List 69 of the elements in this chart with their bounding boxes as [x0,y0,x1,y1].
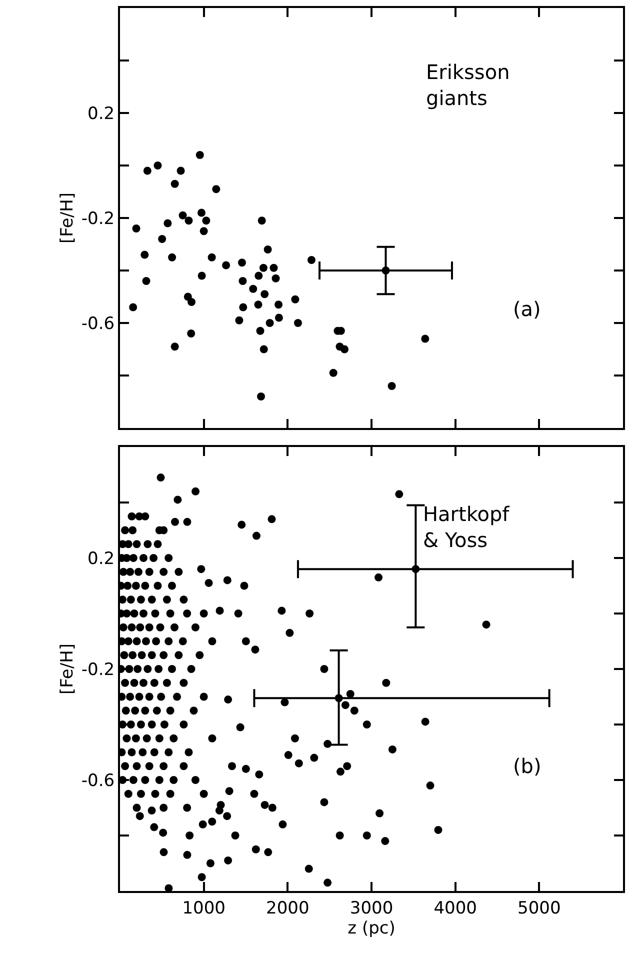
point [158,235,166,243]
point [176,166,185,175]
point [170,342,179,351]
y-tick-label: 0.2 [88,548,115,569]
point [274,300,283,309]
point [170,180,179,188]
x-tick-label: 1000 [182,898,226,918]
y-tick-label: -0.6 [81,770,115,791]
x-tick-label: 2000 [266,898,310,918]
x-axis-title: z (pc) [348,918,396,938]
point [154,162,162,170]
point [254,272,263,280]
point [184,216,193,225]
annotation: Hartkopf & Yoss [423,502,510,552]
x-tick-label: 3000 [350,898,394,918]
point [196,151,204,159]
annotation: Eriksson giants [426,60,510,110]
point [239,303,248,312]
y-tick-label: 0.2 [88,104,115,124]
point [249,284,258,293]
point [340,345,349,354]
point [260,290,269,298]
point [202,216,210,225]
point [222,261,230,270]
point [382,266,390,274]
point [132,224,140,232]
point [143,166,152,175]
point [178,211,187,220]
point [140,250,149,259]
point [388,382,396,390]
y-axis-title: [Fe/H] [57,643,78,695]
y-axis-title: [Fe/H] [57,192,78,244]
point [164,219,172,228]
y-tick-label: -0.2 [81,208,115,229]
point [208,253,216,262]
point [187,330,196,338]
point [294,319,302,327]
point [259,264,268,272]
x-tick-label: 5000 [518,898,561,918]
point [129,303,138,312]
point [266,319,274,327]
x-tick-label: 4000 [434,898,477,918]
point [307,256,316,264]
point [235,316,244,324]
point [274,314,283,322]
point [270,264,278,272]
point [329,368,338,377]
point [238,258,246,267]
point [142,277,150,285]
point [272,274,280,282]
point [257,392,266,400]
y-tick-label: -0.2 [81,660,115,680]
point [212,185,220,194]
point [260,345,268,354]
point [256,326,264,335]
annotation: (b) [513,754,542,778]
point [188,298,196,306]
point [198,272,206,280]
annotation: (a) [513,297,541,321]
point [238,277,247,285]
point [264,246,272,254]
point [291,295,300,304]
point [200,227,208,236]
y-tick-label: -0.6 [81,314,115,334]
point [258,216,266,225]
point [254,300,262,309]
point [197,208,206,217]
point [421,334,430,343]
point [168,253,176,262]
